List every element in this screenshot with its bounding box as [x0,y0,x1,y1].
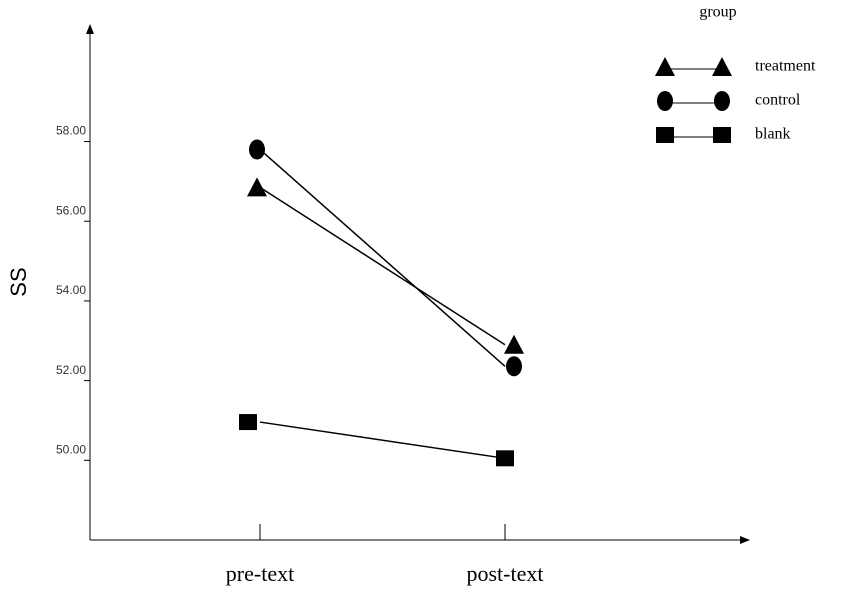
marker-circle [249,139,265,160]
y-axis-arrow [86,24,94,34]
y-tick-label: 56.00 [56,203,86,217]
legend-label: blank [755,126,791,143]
y-tick-label: 52.00 [56,363,86,377]
marker-square [239,414,257,431]
marker-triangle [247,177,267,197]
marker-triangle [655,57,675,76]
marker-circle [657,91,673,111]
x-tick-label: pre-text [226,561,294,586]
y-tick-label: 54.00 [56,283,86,297]
y-tick-label: 58.00 [56,124,86,138]
series-line [259,421,506,460]
marker-triangle [504,334,524,354]
legend-label: control [755,92,801,109]
marker-circle [506,356,522,377]
legend-label: treatment [755,58,816,75]
series-line [259,186,506,346]
x-tick-label: post-text [467,561,544,586]
y-tick-label: 50.00 [56,442,86,456]
x-axis-arrow [740,536,750,544]
marker-square [496,450,514,467]
marker-triangle [712,57,732,76]
marker-circle [714,91,730,111]
legend-title: group [699,4,736,21]
marker-square [656,127,674,143]
y-axis-label: SS [6,267,31,296]
marker-square [713,127,731,143]
series-line [259,148,506,367]
